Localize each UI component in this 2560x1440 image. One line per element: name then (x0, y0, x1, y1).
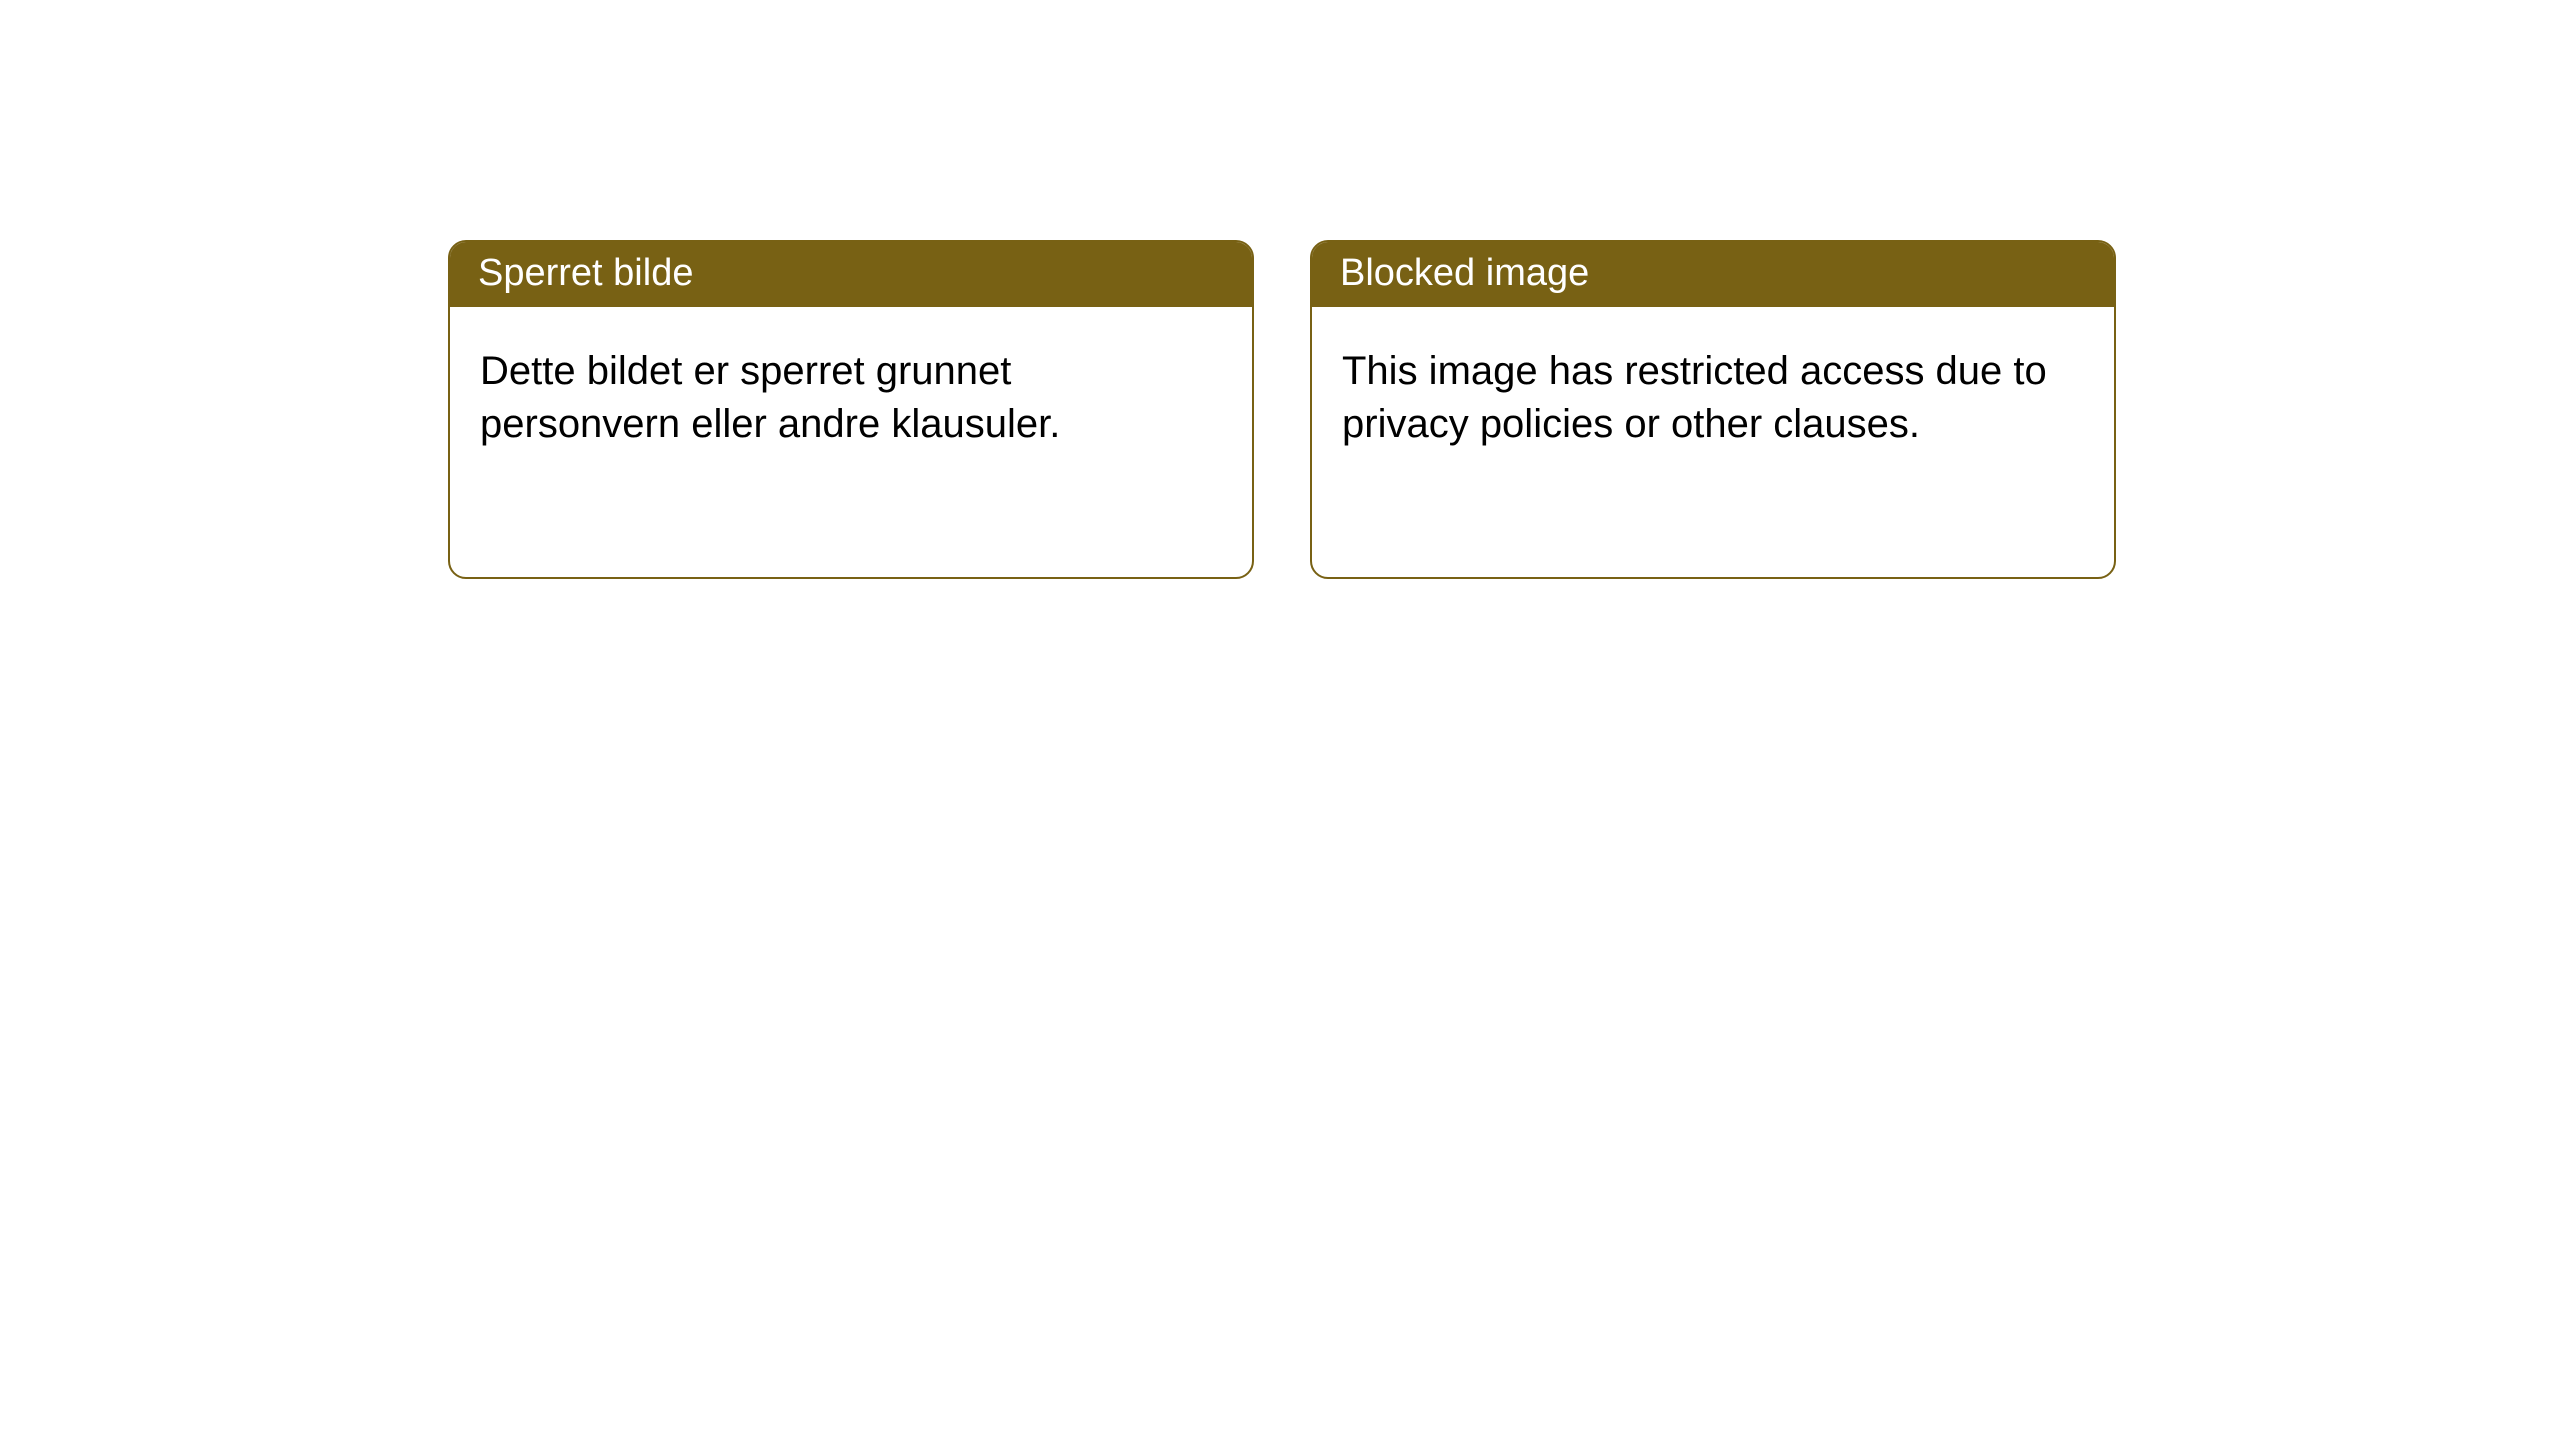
card-text: This image has restricted access due to … (1342, 345, 2084, 451)
notice-container: Sperret bilde Dette bildet er sperret gr… (0, 0, 2560, 579)
card-body: Dette bildet er sperret grunnet personve… (450, 307, 1252, 577)
card-header: Sperret bilde (450, 242, 1252, 307)
blocked-image-card-en: Blocked image This image has restricted … (1310, 240, 2116, 579)
blocked-image-card-no: Sperret bilde Dette bildet er sperret gr… (448, 240, 1254, 579)
card-text: Dette bildet er sperret grunnet personve… (480, 345, 1222, 451)
card-title: Blocked image (1340, 252, 1589, 294)
card-header: Blocked image (1312, 242, 2114, 307)
card-body: This image has restricted access due to … (1312, 307, 2114, 577)
card-title: Sperret bilde (478, 252, 693, 294)
